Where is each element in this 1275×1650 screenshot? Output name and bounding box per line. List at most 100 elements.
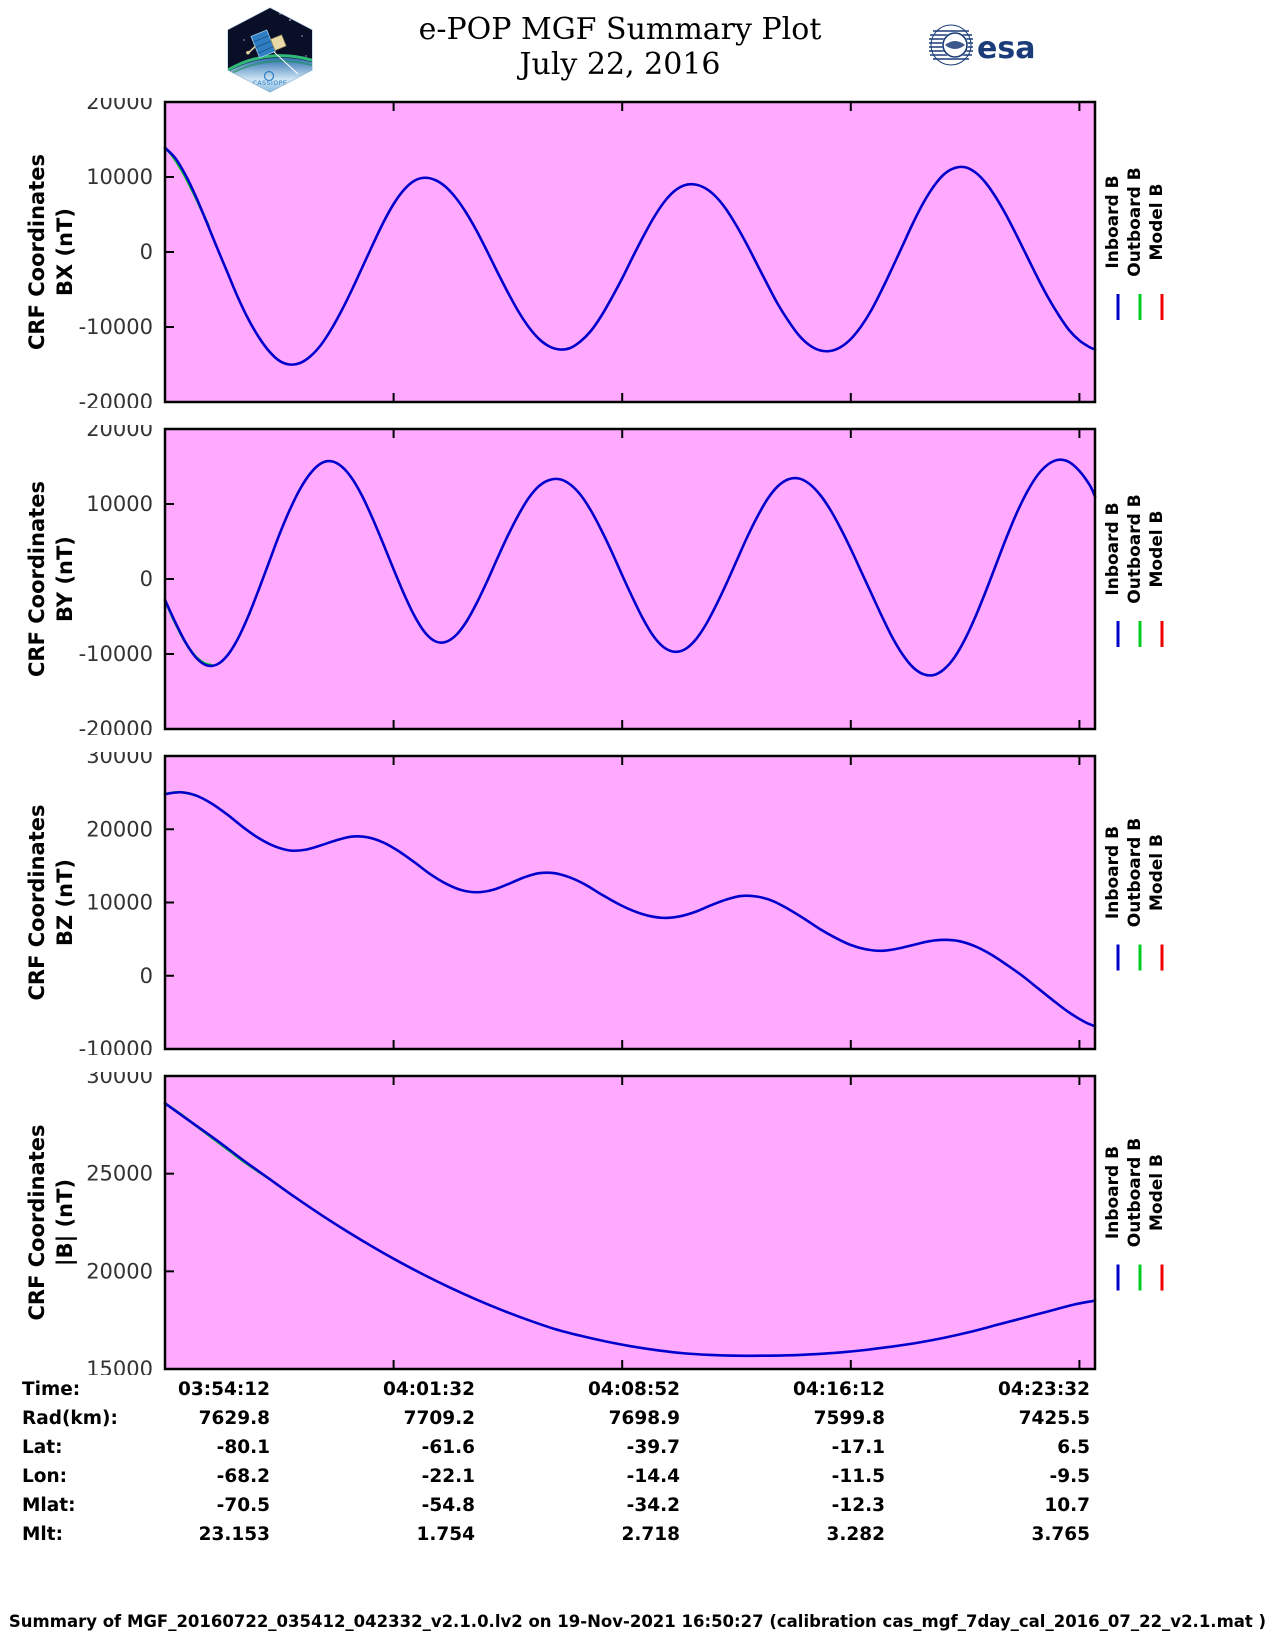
y-axis-label-primary: CRF Coordinates — [25, 1125, 49, 1321]
table-row-label: Mlt: — [22, 1524, 63, 1545]
table-cell: 7629.8 — [198, 1408, 270, 1429]
y-tick-label: 10000 — [86, 891, 153, 915]
table-cell: 03:54:12 — [177, 1379, 270, 1400]
plot-background — [165, 102, 1095, 402]
table-cell: 7425.5 — [1018, 1408, 1090, 1429]
table-cell: -61.6 — [421, 1437, 475, 1458]
y-tick-label: -10000 — [79, 1037, 153, 1055]
y-tick-label: 0 — [140, 240, 153, 264]
chart-by-svg: 20000 10000 0 -10000 -20000 CRF Coordinates BY… — [25, 425, 1167, 735]
table-cell: -54.8 — [421, 1495, 475, 1516]
table-row: Rad(km): 7629.8 7709.2 7698.9 7599.8 7425.5 — [0, 1404, 1275, 1433]
legend-label-outboard-b: Outboard B — [1125, 818, 1145, 927]
y-axis-label-primary: CRF Coordinates — [25, 154, 49, 350]
y-tick-label: 20000 — [86, 817, 153, 841]
table-cell: 7599.8 — [813, 1408, 885, 1429]
y-axis-label-secondary: |B| (nT) — [53, 1179, 78, 1266]
axis-frame — [163, 427, 1097, 731]
legend-label-model-b: Model B — [1147, 511, 1167, 588]
plot-background — [165, 429, 1095, 729]
table-cell: -80.1 — [216, 1437, 270, 1458]
table-cell: 3.282 — [826, 1524, 885, 1545]
table-cell: 7709.2 — [403, 1408, 475, 1429]
data-series-inboard-b — [163, 1102, 1097, 1358]
plot-panel-bx: 20000 10000 0 -10000 -20000 CRF Coordinates BX… — [0, 98, 1275, 408]
legend-label-model-b: Model B — [1147, 1154, 1167, 1231]
plot-background — [165, 756, 1095, 1049]
y-tick-label: 25000 — [86, 1162, 153, 1186]
legend-label-outboard-b: Outboard B — [1125, 494, 1145, 603]
legend-label-inboard-b: Inboard B — [1103, 175, 1123, 268]
footer-summary-text: Summary of MGF_20160722_035412_042332_v2… — [8, 1612, 1267, 1631]
table-cell: -11.5 — [831, 1466, 885, 1487]
y-tick-label: 15000 — [86, 1357, 153, 1375]
y-tick-label: 30000 — [86, 752, 153, 768]
plot-panel-by: 20000 10000 0 -10000 -20000 CRF Coordinates BY… — [0, 425, 1275, 735]
axis-frame — [163, 754, 1097, 1051]
table-cell: 2.718 — [621, 1524, 680, 1545]
y-tick-label: 20000 — [86, 425, 153, 441]
plot-panel-babs: 30000 25000 20000 15000 CRF Coordinates |B| (… — [0, 1072, 1275, 1375]
table-cell: -34.2 — [626, 1495, 680, 1516]
esa-wordmark: esa — [977, 31, 1035, 66]
ephemeris-table: Time: 03:54:12 04:01:32 04:08:52 04:16:12 04:… — [0, 1375, 1275, 1549]
table-cell: 6.5 — [1057, 1437, 1090, 1458]
chart-bx-svg: 20000 10000 0 -10000 -20000 CRF Coordinates BX… — [25, 98, 1167, 408]
data-series-inboard-b — [163, 458, 1097, 677]
table-cell: -22.1 — [421, 1466, 475, 1487]
table-cell: 04:01:32 — [382, 1379, 475, 1400]
y-tick-label: -10000 — [79, 315, 153, 339]
y-tick-label: -20000 — [79, 717, 153, 735]
legend-label-inboard-b: Inboard B — [1103, 1146, 1123, 1239]
table-cell: -39.7 — [626, 1437, 680, 1458]
y-tick-label: -10000 — [79, 642, 153, 666]
table-row: Lon: -68.2 -22.1 -14.4 -11.5 -9.5 — [0, 1462, 1275, 1491]
mission-logo-label: CASSIOPE — [253, 80, 288, 87]
y-axis-label-primary: CRF Coordinates — [25, 805, 49, 1001]
chart-b-svg: 30000 25000 20000 15000 CRF Coordinates |B| (… — [25, 1072, 1167, 1375]
y-axis-label-secondary: BY (nT) — [53, 536, 77, 622]
table-cell: 23.153 — [198, 1524, 270, 1545]
table-cell: -68.2 — [216, 1466, 270, 1487]
table-cell: -9.5 — [1049, 1466, 1090, 1487]
data-series-inboard-b — [163, 146, 1097, 366]
y-axis-label-secondary: BZ (nT) — [53, 859, 77, 946]
table-row: Time: 03:54:12 04:01:32 04:08:52 04:16:12 04:… — [0, 1375, 1275, 1404]
table-cell: -17.1 — [831, 1437, 885, 1458]
table-cell: 04:08:52 — [587, 1379, 680, 1400]
chart-bz-svg: 30000 20000 10000 0 -10000 CRF Coordinates BZ … — [25, 752, 1167, 1055]
table-cell: 04:16:12 — [792, 1379, 885, 1400]
title-line-2: July 22, 2016 — [519, 47, 721, 83]
table-cell: -14.4 — [626, 1466, 680, 1487]
table-row: Mlt: 23.153 1.754 2.718 3.282 3.765 — [0, 1520, 1275, 1549]
legend-label-inboard-b: Inboard B — [1103, 502, 1123, 595]
table-row-label: Lon: — [22, 1466, 68, 1487]
table-cell: 10.7 — [1044, 1495, 1090, 1516]
table-row-label: Time: — [22, 1379, 81, 1400]
y-axis-label-primary: CRF Coordinates — [25, 481, 49, 677]
table-cell: 04:23:32 — [997, 1379, 1090, 1400]
plot-panel-bz: 30000 20000 10000 0 -10000 CRF Coordinates BZ … — [0, 752, 1275, 1055]
page-header: CASSIOPE e-POP MGF Summary Plot July 22,… — [0, 0, 1275, 95]
legend-label-inboard-b: Inboard B — [1103, 826, 1123, 919]
y-tick-label: 30000 — [86, 1072, 153, 1088]
cassiope-mission-logo-icon: CASSIOPE — [227, 7, 313, 93]
axis-frame — [163, 100, 1097, 404]
table-cell: -12.3 — [831, 1495, 885, 1516]
data-series-inboard-b — [163, 790, 1097, 1028]
page-title: e-POP MGF Summary Plot July 22, 2016 — [340, 12, 900, 83]
legend-label-outboard-b: Outboard B — [1125, 167, 1145, 276]
table-cell: 1.754 — [416, 1524, 475, 1545]
title-line-1: e-POP MGF Summary Plot — [418, 12, 822, 47]
table-row-label: Mlat: — [22, 1495, 76, 1516]
plot-background — [165, 1076, 1095, 1369]
table-cell: -70.5 — [216, 1495, 270, 1516]
y-tick-label: 20000 — [86, 1259, 153, 1283]
y-tick-label: 20000 — [86, 98, 153, 114]
legend-label-model-b: Model B — [1147, 184, 1167, 261]
table-row: Mlat: -70.5 -54.8 -34.2 -12.3 10.7 — [0, 1491, 1275, 1520]
table-row-label: Lat: — [22, 1437, 63, 1458]
y-tick-label: 10000 — [86, 165, 153, 189]
y-tick-label: 0 — [140, 567, 153, 591]
y-tick-label: 10000 — [86, 492, 153, 516]
